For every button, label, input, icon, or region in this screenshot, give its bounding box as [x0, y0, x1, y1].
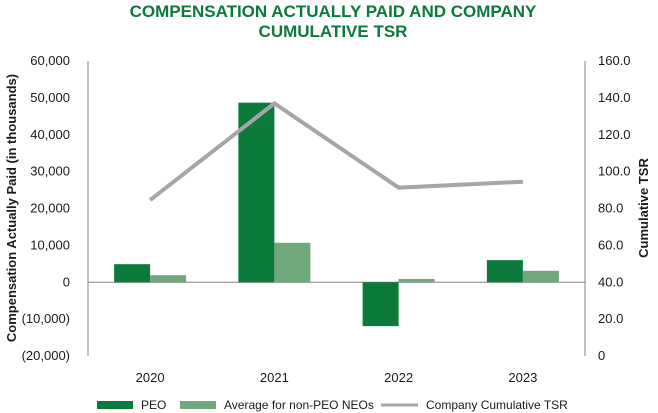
- tsr-line: [148, 100, 523, 202]
- left-axis-ticks: 60,000 50,000 40,000 30,000 20,000 10,000 0 (10…: [22, 53, 70, 363]
- bar-marks: [114, 102, 559, 327]
- neo-bar-2021: [274, 242, 311, 283]
- y-tick-label: 20,000: [30, 201, 70, 216]
- y-tick-label: 40,000: [30, 127, 70, 142]
- y2-tick-label: 100.0: [598, 164, 631, 179]
- plot-area: [87, 61, 586, 356]
- legend-swatch-neo: [180, 401, 216, 409]
- legend-label-peo: PEO: [141, 398, 166, 412]
- peo-bar-2022: [362, 282, 399, 327]
- y2-tick-label: 80.0: [598, 201, 623, 216]
- chart-title-line-1: COMPENSATION ACTUALLY PAID AND COMPANY: [130, 2, 537, 21]
- neo-bar-2020: [150, 275, 187, 283]
- y-tick-label: 10,000: [30, 237, 70, 252]
- y-tick-label: (20,000): [22, 348, 70, 363]
- y2-tick-label: 140.0: [598, 90, 631, 105]
- peo-bar-2020: [114, 264, 151, 283]
- y2-tick-label: 20.0: [598, 311, 623, 326]
- x-tick-label: 2021: [260, 370, 289, 385]
- y-tick-label: 0: [63, 274, 70, 289]
- neo-bar-2022: [398, 278, 435, 283]
- tsr-line-group: [148, 100, 523, 202]
- y2-tick-label: 60.0: [598, 237, 623, 252]
- legend-swatch-peo: [97, 401, 133, 409]
- y2-tick-label: 0: [598, 348, 605, 363]
- y-tick-label: 50,000: [30, 90, 70, 105]
- peo-bar-2021: [238, 102, 275, 283]
- legend: PEO Average for non-PEO NEOs Company Cum…: [97, 398, 568, 412]
- y-tick-label: 60,000: [30, 53, 70, 68]
- x-tick-label: 2022: [384, 370, 413, 385]
- y2-axis-label: Cumulative TSR: [636, 158, 651, 258]
- legend-label-neo: Average for non-PEO NEOs: [224, 398, 374, 412]
- chart-title-line-2: CUMULATIVE TSR: [259, 22, 408, 41]
- neo-bar-2023: [522, 270, 559, 283]
- y2-tick-label: 120.0: [598, 127, 631, 142]
- y-tick-label: 30,000: [30, 164, 70, 179]
- right-axis-ticks: 160.0 140.0 120.0 100.0 80.0 60.0 40.0 20.0 0: [598, 53, 631, 363]
- legend-label-tsr: Company Cumulative TSR: [426, 398, 568, 412]
- y2-tick-label: 40.0: [598, 274, 623, 289]
- x-tick-label: 2020: [136, 370, 165, 385]
- x-axis-ticks: 2020 2021 2022 2023: [136, 370, 538, 385]
- peo-bar-2023: [486, 260, 523, 283]
- x-tick-label: 2023: [508, 370, 537, 385]
- y-axis-label: Compensation Actually Paid (in thousands…: [4, 74, 19, 342]
- y2-tick-label: 160.0: [598, 53, 631, 68]
- y-tick-label: (10,000): [22, 311, 70, 326]
